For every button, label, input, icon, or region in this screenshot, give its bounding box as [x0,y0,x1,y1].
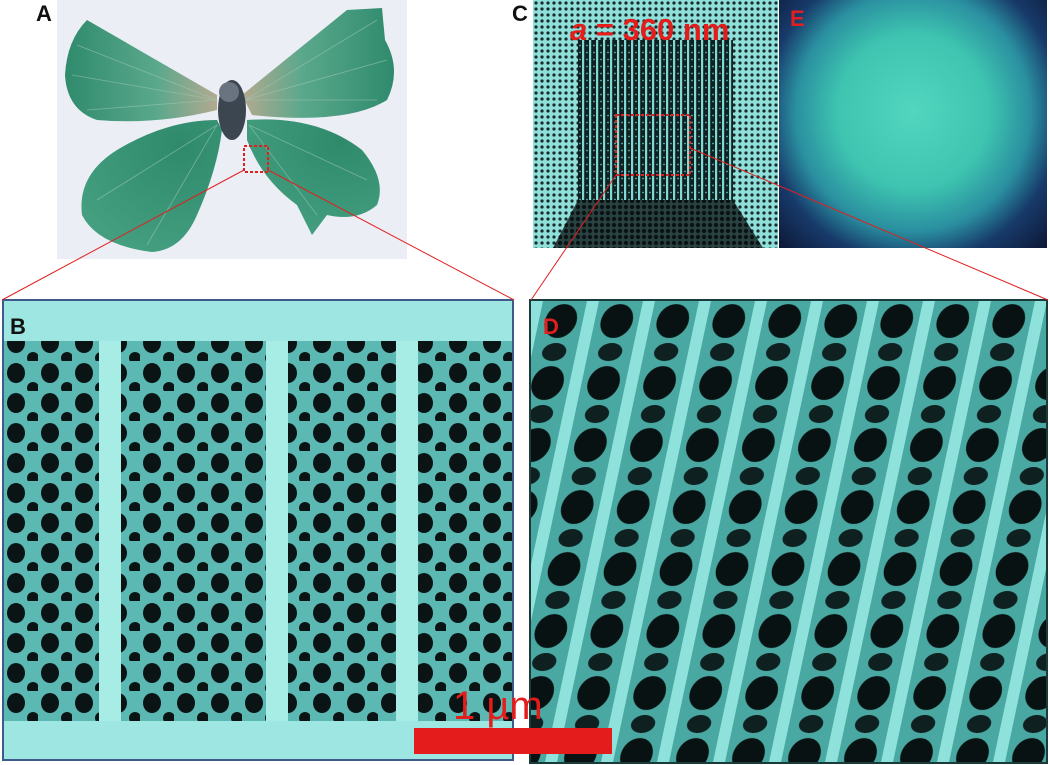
panel-c-highlight-box [615,114,691,176]
scale-bar [414,728,612,754]
panel-label-d: D [543,314,559,339]
lattice-zoom-structure [531,301,1046,762]
panel-b-sem-cross-section [2,299,514,761]
panel-d-sem-lattice-zoom [529,299,1048,764]
cross-section-structure [4,301,512,759]
lattice-constant-symbol: a [570,12,588,47]
panel-a-butterfly-photo [57,0,407,259]
panel-label-a: A [36,1,52,26]
lattice-constant-label: a = 360 nm [570,14,729,45]
lattice-constant-value: = 360 nm [587,12,730,47]
panel-a-highlight-box [243,145,269,173]
panel-label-c: C [512,1,528,26]
scale-bar-label: 1 µm [453,684,543,728]
panel-label-e: E [790,6,805,31]
butterfly-illustration [57,0,407,259]
panel-e-optical [779,0,1047,248]
panel-label-b: B [10,314,26,339]
